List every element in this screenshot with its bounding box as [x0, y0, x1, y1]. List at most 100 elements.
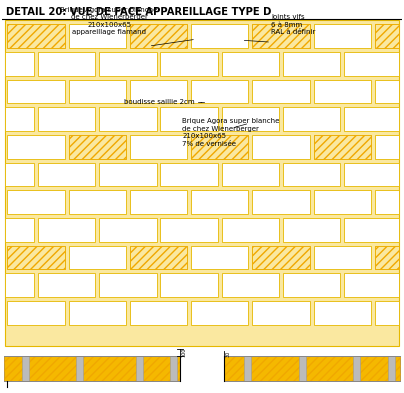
Bar [130, 246, 187, 270]
Bar [344, 274, 399, 297]
Bar [375, 246, 399, 270]
Bar [252, 191, 310, 214]
Bar [252, 24, 310, 48]
Bar [69, 135, 126, 159]
Bar [180, 355, 224, 382]
Bar [222, 218, 279, 242]
Bar [314, 135, 371, 159]
Text: 100: 100 [182, 348, 187, 357]
Bar [191, 24, 248, 48]
Bar [375, 80, 399, 103]
Bar [5, 163, 34, 186]
Bar [99, 218, 156, 242]
Bar [344, 163, 399, 186]
Bar [314, 191, 371, 214]
Bar [7, 191, 65, 214]
Bar [160, 52, 218, 76]
Bar [5, 218, 34, 242]
Bar [7, 246, 65, 270]
Bar [191, 80, 248, 103]
Bar [99, 274, 156, 297]
Bar [99, 107, 156, 131]
Bar [314, 24, 371, 48]
Bar [299, 356, 306, 381]
Bar [283, 274, 340, 297]
Bar [191, 135, 248, 159]
Bar [5, 107, 34, 131]
Bar [388, 356, 395, 381]
Bar [69, 135, 126, 159]
Bar [7, 301, 65, 325]
Text: Brique Agora super blanche
de chez Wienerberger
210x100x65
7% de vernisée: Brique Agora super blanche de chez Wiene… [182, 118, 280, 147]
Bar [38, 107, 95, 131]
Bar [314, 301, 371, 325]
Bar [222, 274, 279, 297]
Bar [222, 107, 279, 131]
Bar [344, 218, 399, 242]
Bar [191, 301, 248, 325]
Text: Joints vifs
6 à 8mm
RAL à définir: Joints vifs 6 à 8mm RAL à définir [271, 14, 316, 35]
Bar [314, 80, 371, 103]
Bar [375, 301, 399, 325]
Bar [130, 246, 187, 270]
Bar [69, 24, 126, 48]
Text: 30: 30 [225, 351, 230, 357]
Bar [344, 107, 399, 131]
Bar [160, 107, 218, 131]
Bar [222, 163, 279, 186]
Bar [160, 218, 218, 242]
Bar [5, 52, 34, 76]
Text: Brique Agora super blanche
de chez Wienerberger
210x100x65
appareillage flamand: Brique Agora super blanche de chez Wiene… [61, 7, 158, 35]
Bar [191, 191, 248, 214]
Bar [252, 246, 310, 270]
Bar [283, 163, 340, 186]
Bar [191, 135, 248, 159]
Bar [5, 274, 34, 297]
Bar [130, 80, 187, 103]
Bar [130, 24, 187, 48]
Bar [160, 163, 218, 186]
Bar [130, 191, 187, 214]
Text: DETAIL 20: VUE DE FACE APPAREILLAGE TYPE D: DETAIL 20: VUE DE FACE APPAREILLAGE TYPE… [6, 7, 272, 17]
Bar [69, 80, 126, 103]
Bar [375, 135, 399, 159]
Bar [375, 191, 399, 214]
Bar [38, 274, 95, 297]
Bar [2, 5, 402, 19]
Bar [160, 274, 218, 297]
Bar [136, 356, 143, 381]
Bar [7, 24, 65, 48]
Bar [38, 218, 95, 242]
Bar [191, 246, 248, 270]
Bar [99, 52, 156, 76]
Bar [69, 246, 126, 270]
Bar [4, 356, 400, 381]
Bar [7, 24, 65, 48]
Bar [344, 52, 399, 76]
Bar [375, 24, 399, 48]
Bar [5, 20, 399, 345]
Bar [38, 163, 95, 186]
Bar [314, 246, 371, 270]
Bar [7, 246, 65, 270]
Bar [244, 356, 251, 381]
Bar [375, 246, 399, 270]
Bar [283, 52, 340, 76]
Bar [252, 80, 310, 103]
Bar [170, 356, 177, 381]
Bar [222, 52, 279, 76]
Bar [99, 163, 156, 186]
Bar [7, 135, 65, 159]
Bar [375, 24, 399, 48]
Bar [7, 80, 65, 103]
Bar [22, 356, 29, 381]
Bar [38, 52, 95, 76]
Bar [130, 301, 187, 325]
Bar [283, 107, 340, 131]
Bar [130, 24, 187, 48]
Bar [252, 301, 310, 325]
Bar [252, 135, 310, 159]
Bar [252, 246, 310, 270]
Bar [130, 135, 187, 159]
Bar [4, 356, 400, 381]
